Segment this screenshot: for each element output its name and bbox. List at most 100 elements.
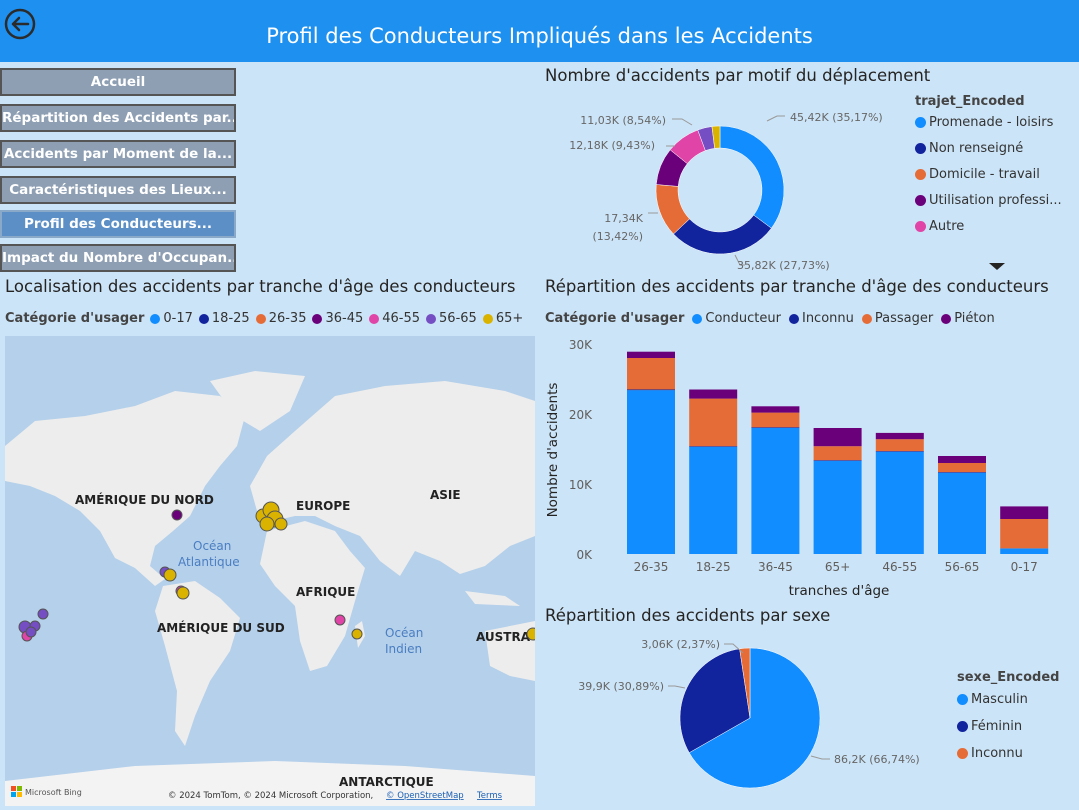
x-tick-labels: 26-35 18-25 36-45 65+ 46-55 56-65 0-17 <box>634 560 1038 574</box>
donut-legend-item[interactable]: Domicile - travail <box>915 167 1062 182</box>
bar-segment[interactable] <box>627 390 675 554</box>
pie-slice[interactable] <box>739 647 751 719</box>
map-bubble[interactable] <box>37 608 49 620</box>
y-axis-title: Nombre d'accidents <box>545 383 561 518</box>
nav-button-lieux[interactable]: Caractéristiques des Lieux... <box>0 176 236 204</box>
pie-slice[interactable] <box>679 648 751 754</box>
donut-slice[interactable] <box>673 214 772 255</box>
bar-legend-item[interactable]: Inconnu <box>788 311 854 326</box>
bar-segment[interactable] <box>938 456 986 463</box>
bar-segment[interactable] <box>813 446 862 461</box>
map-bubble[interactable] <box>526 627 535 641</box>
map-bubble[interactable] <box>259 516 275 532</box>
bar-segment[interactable] <box>751 428 800 554</box>
pie-chart[interactable]: 86,2K (66,74%) 39,9K (30,89%) 3,06K (2,3… <box>540 628 940 808</box>
map-legend-item[interactable]: 18-25 <box>198 311 250 326</box>
bar-segment[interactable] <box>689 446 738 447</box>
bar-segment[interactable] <box>938 463 986 473</box>
donut-slice[interactable] <box>711 125 721 149</box>
donut-chart[interactable]: 45,42K (35,17%) 35,82K (27,73%) 17,34K (… <box>540 95 910 280</box>
bar-segment[interactable] <box>1000 519 1049 549</box>
map-bubble[interactable] <box>274 517 288 531</box>
map-bubble[interactable] <box>351 628 363 640</box>
map-legend: Catégorie d'usager 0-17 18-25 26-35 36-4… <box>5 311 523 326</box>
map-bubble[interactable] <box>176 586 190 600</box>
donut-legend-title: trajet_Encoded <box>915 94 1025 109</box>
donut-leader-lines <box>648 115 785 266</box>
legend-dot-icon <box>957 694 968 705</box>
map-legend-item[interactable]: 46-55 <box>369 311 420 326</box>
bar-segment[interactable] <box>689 389 738 399</box>
bar-segment[interactable] <box>689 446 738 554</box>
nav-button-accueil[interactable]: Accueil <box>0 68 236 96</box>
bar-segment[interactable] <box>938 472 986 473</box>
bar-segment[interactable] <box>751 412 800 428</box>
legend-dot-icon <box>915 143 926 154</box>
map-bubble[interactable] <box>163 568 177 582</box>
bar-segment[interactable] <box>813 460 862 461</box>
microsoft-bing-logo: Microsoft Bing <box>11 786 82 797</box>
bar-segment[interactable] <box>627 389 675 391</box>
donut-legend-item[interactable]: Utilisation professi... <box>915 193 1062 208</box>
map-bubble[interactable] <box>171 509 183 521</box>
bar-segment[interactable] <box>751 406 800 413</box>
bar-segment[interactable] <box>751 427 800 428</box>
pie-legend-item[interactable]: Inconnu <box>957 746 1059 761</box>
africa-shape <box>260 521 365 671</box>
bar-segment[interactable] <box>627 351 675 358</box>
legend-scroll-down-icon[interactable] <box>988 262 1006 272</box>
bar-segment[interactable] <box>689 398 738 447</box>
donut-legend: trajet_Encoded Promenade - loisirs Non r… <box>915 94 1062 234</box>
nav-button-occupants[interactable]: Impact du Nombre d'Occupan... <box>0 244 236 272</box>
x-tick-label: 36-45 <box>758 560 793 574</box>
bar-segment[interactable] <box>813 428 862 447</box>
donut-legend-item[interactable]: Non renseigné <box>915 141 1062 156</box>
bar-segment[interactable] <box>813 460 862 554</box>
nav-button-repartition[interactable]: Répartition des Accidents par... <box>0 104 236 132</box>
bar-segment[interactable] <box>875 432 924 440</box>
y-tick-label: 10K <box>569 478 593 492</box>
bar-segment[interactable] <box>875 451 924 452</box>
bar-legend-item[interactable]: Piéton <box>941 311 995 326</box>
donut-legend-item[interactable]: Promenade - loisirs <box>915 115 1062 130</box>
map-bubble[interactable] <box>334 614 346 626</box>
pie-slices <box>679 647 821 789</box>
map-label-indian-1: Océan <box>385 626 423 640</box>
donut-legend-item[interactable]: Autre <box>915 219 1062 234</box>
legend-label: 46-55 <box>382 311 421 326</box>
bar-segment[interactable] <box>875 451 924 554</box>
pie-slice[interactable] <box>688 647 821 789</box>
map-legend-item[interactable]: 36-45 <box>312 311 363 326</box>
bar-segment[interactable] <box>627 358 675 390</box>
nav-button-moment[interactable]: Accidents par Moment de la... <box>0 140 236 168</box>
world-map[interactable]: AMÉRIQUE DU NORD EUROPE ASIE Océan Atlan… <box>5 336 535 806</box>
map-bubble[interactable] <box>25 626 37 638</box>
south-america-shape <box>155 581 240 746</box>
bar-chart[interactable]: 0K 10K 20K 30K Nombre d'accidents 26-35 1… <box>540 330 1070 602</box>
bar-segment[interactable] <box>1000 548 1049 554</box>
pie-legend-item[interactable]: Féminin <box>957 719 1059 734</box>
bar-chart-title: Répartition des accidents par tranche d'… <box>545 277 1049 296</box>
pie-legend-item[interactable]: Masculin <box>957 692 1059 707</box>
legend-dot-icon <box>312 313 323 324</box>
osm-link[interactable]: © OpenStreetMap <box>386 791 464 801</box>
map-legend-item[interactable]: 56-65 <box>426 311 477 326</box>
legend-label: Non renseigné <box>929 141 1024 156</box>
bar-segment[interactable] <box>938 472 986 554</box>
back-arrow-icon[interactable] <box>4 8 36 40</box>
legend-dot-icon <box>915 195 926 206</box>
terms-link[interactable]: Terms <box>476 791 503 801</box>
bar-segment[interactable] <box>1000 506 1049 519</box>
legend-label: Piéton <box>954 311 995 326</box>
map-legend-item[interactable]: 65+ <box>482 311 523 326</box>
bar-legend-item[interactable]: Passager <box>861 311 933 326</box>
donut-slice[interactable] <box>719 125 785 229</box>
map-legend-item[interactable]: 0-17 <box>150 311 193 326</box>
x-tick-label: 18-25 <box>696 560 731 574</box>
bar-legend-item[interactable]: Conducteur <box>692 311 781 326</box>
bar-segment[interactable] <box>875 439 924 452</box>
map-legend-item[interactable]: 26-35 <box>255 311 306 326</box>
legend-label: Masculin <box>971 692 1028 707</box>
nav-button-profil[interactable]: Profil des Conducteurs... <box>0 210 236 238</box>
legend-label: 36-45 <box>325 311 364 326</box>
